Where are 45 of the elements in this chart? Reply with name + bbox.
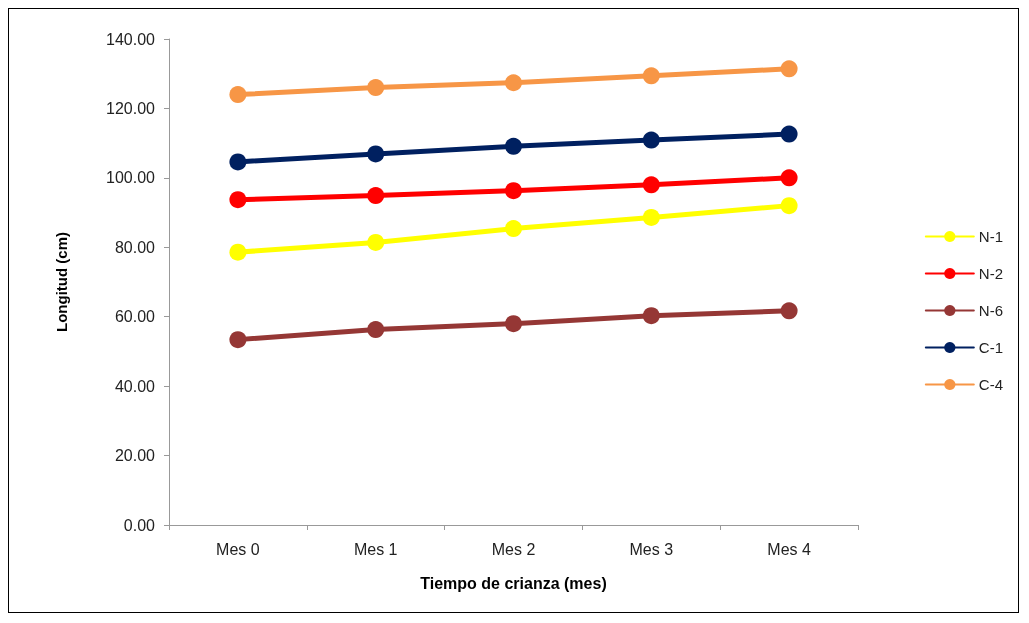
- point: [229, 153, 247, 171]
- point: [780, 302, 798, 320]
- point: [367, 321, 385, 339]
- point: [367, 187, 385, 205]
- x-axis-title: Tiempo de crianza (mes): [420, 574, 607, 592]
- y-axis-title: Longitud (cm): [53, 232, 70, 332]
- point: [229, 191, 247, 209]
- point: [229, 86, 247, 104]
- y-tick-label: 40.00: [114, 377, 156, 395]
- point: [229, 331, 247, 349]
- point: [505, 315, 522, 333]
- point: [780, 197, 798, 215]
- y-tick-label: 60.00: [114, 308, 156, 326]
- x-tick-label: Mes 3: [629, 540, 674, 558]
- point: [780, 125, 798, 143]
- point: [642, 67, 660, 85]
- x-tick-label: Mes 4: [767, 540, 811, 558]
- point: [367, 145, 385, 163]
- y-tick-label: 80.00: [114, 238, 156, 256]
- point: [505, 220, 522, 238]
- y-tick-label: 120.00: [106, 99, 156, 117]
- legend-label: N-6: [978, 302, 1003, 319]
- point: [642, 208, 660, 226]
- point: [367, 233, 385, 251]
- legend-label: C-1: [978, 339, 1003, 356]
- x-tick-label: Mes 2: [491, 540, 536, 558]
- x-tick-label: Mes 0: [216, 540, 260, 558]
- y-tick-label: 20.00: [114, 447, 156, 465]
- x-tick-label: Mes 1: [353, 540, 398, 558]
- point: [642, 131, 660, 149]
- point: [505, 137, 522, 155]
- point: [780, 169, 798, 187]
- point: [642, 307, 660, 325]
- legend-label: N-1: [978, 228, 1003, 245]
- point: [505, 182, 522, 200]
- legend-label: N-2: [978, 265, 1003, 282]
- point: [505, 74, 522, 92]
- point: [780, 60, 798, 78]
- y-tick-label: 140.00: [106, 30, 156, 48]
- y-tick-label: 0.00: [123, 516, 156, 534]
- y-tick-label: 100.00: [106, 169, 156, 187]
- legend-label: C-4: [978, 376, 1003, 393]
- point: [229, 243, 247, 261]
- point: [367, 79, 385, 97]
- point: [642, 176, 660, 194]
